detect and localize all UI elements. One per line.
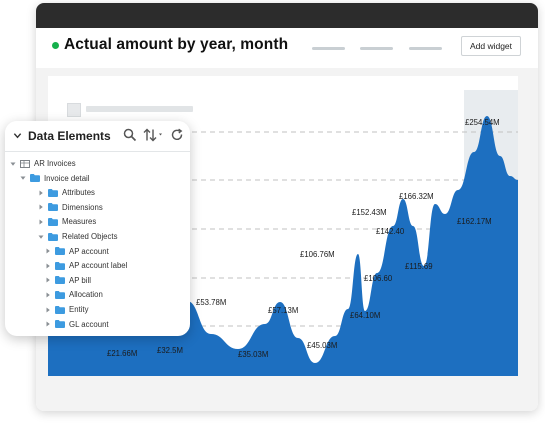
tree-item-label: Invoice detail	[44, 173, 90, 183]
tree-item[interactable]: Related Objects	[38, 230, 117, 243]
add-widget-button[interactable]: Add widget	[461, 36, 521, 56]
caret-right-icon[interactable]	[45, 292, 51, 298]
tree-item-label: AP bill	[69, 275, 91, 285]
data-label: £64.10M	[350, 311, 380, 320]
window-titlebar	[36, 3, 538, 28]
data-label: £254.54M	[465, 118, 500, 127]
folder-icon	[48, 203, 58, 212]
tree-item-label: Dimensions	[62, 202, 103, 212]
chart-title: Actual amount by year, month	[64, 36, 289, 53]
folder-icon	[55, 305, 65, 314]
data-label: £115.69	[405, 262, 433, 271]
tree-item-label: Related Objects	[62, 232, 118, 241]
tree-item[interactable]: AP account label	[45, 259, 127, 272]
placeholder-line	[409, 47, 442, 50]
data-elements-title: Data Elements	[28, 129, 111, 143]
tree-item[interactable]: Allocation	[45, 288, 103, 301]
placeholder-bar	[86, 106, 193, 112]
tree-item-label: AP account	[69, 246, 109, 256]
tree-item[interactable]: Attributes	[38, 186, 95, 199]
tree-item-label: GL account	[69, 319, 109, 329]
folder-icon	[30, 174, 40, 183]
tree-item-label: AR Invoices	[34, 159, 76, 168]
tree-item[interactable]: Measures	[38, 215, 96, 228]
widget-window: Actual amount by year, month Add widget …	[36, 3, 538, 411]
data-label: £35.03M	[238, 350, 268, 359]
folder-icon	[48, 188, 58, 197]
folder-icon	[55, 276, 65, 285]
caret-down-icon[interactable]	[10, 161, 16, 167]
widget-header: Actual amount by year, month Add widget	[36, 28, 538, 68]
chevron-down-icon[interactable]	[13, 131, 22, 140]
caret-right-icon[interactable]	[45, 248, 51, 254]
placeholder-checkbox	[67, 103, 81, 117]
data-label: £152.43M	[352, 208, 387, 217]
caret-right-icon[interactable]	[45, 307, 51, 313]
sort-icon[interactable]	[143, 128, 165, 142]
table-icon	[20, 159, 30, 168]
tree-item[interactable]: GL account	[45, 318, 109, 331]
data-label: £21.66M	[107, 349, 137, 358]
caret-right-icon[interactable]	[38, 190, 44, 196]
placeholder-line	[312, 47, 345, 50]
data-label: £106.60	[364, 274, 393, 283]
status-dot-icon	[52, 42, 59, 49]
folder-icon	[48, 217, 58, 226]
area-series	[48, 116, 518, 376]
caret-right-icon[interactable]	[38, 204, 44, 210]
data-elements-header: Data Elements	[5, 121, 190, 152]
tree-item-label: Entity	[69, 305, 89, 314]
caret-down-icon[interactable]	[38, 234, 44, 240]
area-chart: £21.66M £32.5M £53.78M £35.03M £57.13M £45.03…	[48, 90, 518, 376]
caret-right-icon[interactable]	[45, 321, 51, 327]
placeholder-line	[360, 47, 393, 50]
caret-right-icon[interactable]	[45, 277, 51, 283]
tree-item[interactable]: AR Invoices	[10, 157, 76, 170]
caret-right-icon[interactable]	[45, 263, 51, 269]
data-labels: £21.66M £32.5M £53.78M £35.03M £57.13M £45.03…	[107, 118, 500, 359]
data-label: £53.78M	[196, 298, 226, 307]
data-label: £57.13M	[268, 306, 298, 315]
folder-icon	[55, 261, 65, 270]
data-label: £142.40	[376, 227, 405, 236]
tree-item-label: Measures	[62, 217, 97, 227]
tree-item-label: AP account label	[69, 261, 128, 271]
folder-icon	[55, 247, 65, 256]
caret-right-icon[interactable]	[38, 219, 44, 225]
data-elements-panel: Data Elements AR Invoices Invoice detail A…	[5, 121, 190, 336]
data-label: £45.03M	[307, 341, 337, 350]
tree-item[interactable]: Entity	[45, 303, 89, 316]
caret-down-icon[interactable]	[20, 175, 26, 181]
tree-item[interactable]: Invoice detail	[20, 172, 90, 185]
tree-item[interactable]: Dimensions	[38, 201, 103, 214]
search-icon[interactable]	[123, 128, 137, 142]
folder-icon	[55, 290, 65, 299]
data-label: £32.5M	[157, 346, 183, 355]
tree-item[interactable]: AP bill	[45, 274, 91, 287]
tree-item-label: Allocation	[69, 290, 103, 300]
data-label: £166.32M	[399, 192, 434, 201]
folder-icon	[48, 232, 58, 241]
data-label: £162.17M	[457, 217, 492, 226]
data-label: £106.76M	[300, 250, 335, 259]
refresh-icon[interactable]	[170, 128, 184, 142]
tree-item[interactable]: AP account	[45, 245, 109, 258]
folder-icon	[55, 320, 65, 329]
tree-item-label: Attributes	[62, 188, 95, 198]
